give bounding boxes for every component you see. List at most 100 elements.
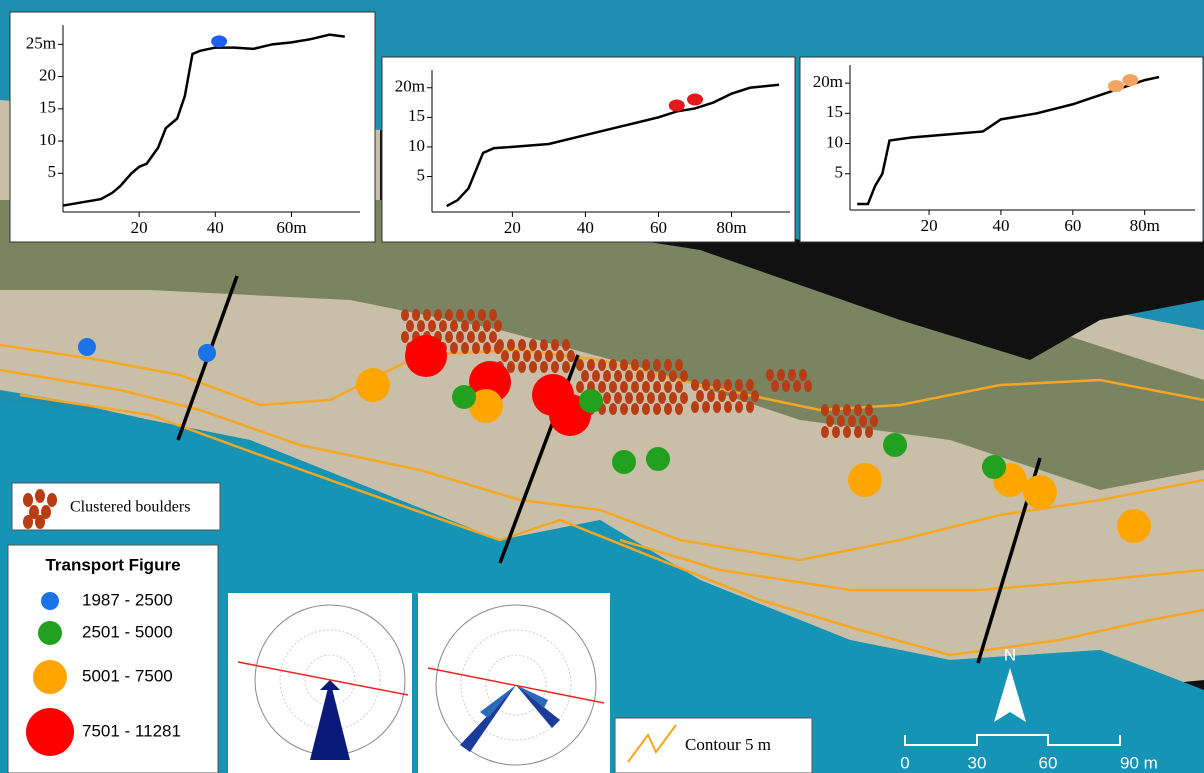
boulder-legend-label: Clustered boulders bbox=[70, 499, 190, 516]
boulder bbox=[625, 392, 633, 404]
boulder bbox=[461, 342, 469, 354]
y-tick-label: 10 bbox=[408, 136, 425, 155]
boulder bbox=[434, 309, 442, 321]
boulder bbox=[735, 401, 743, 413]
boulder bbox=[718, 390, 726, 402]
legend-swatch bbox=[38, 621, 62, 645]
boulder bbox=[401, 331, 409, 343]
boulder bbox=[551, 339, 559, 351]
boulder bbox=[832, 404, 840, 416]
boulder bbox=[609, 359, 617, 371]
boulder bbox=[669, 392, 677, 404]
boulder bbox=[631, 381, 639, 393]
boulder bbox=[680, 392, 688, 404]
legend-label: 1987 - 2500 bbox=[82, 590, 173, 609]
y-tick-label: 10 bbox=[826, 132, 843, 151]
boulder bbox=[713, 401, 721, 413]
profile-boulder bbox=[1108, 80, 1124, 92]
boulder bbox=[707, 390, 715, 402]
boulder bbox=[534, 350, 542, 362]
profile-boulder bbox=[1122, 74, 1138, 86]
boulder-marker bbox=[982, 455, 1006, 479]
boulder-marker bbox=[612, 450, 636, 474]
boulder bbox=[523, 350, 531, 362]
boulder bbox=[496, 339, 504, 351]
boulder bbox=[483, 320, 491, 332]
boulder bbox=[865, 426, 873, 438]
boulder bbox=[642, 359, 650, 371]
boulder bbox=[478, 309, 486, 321]
boulder bbox=[848, 415, 856, 427]
boulder bbox=[746, 401, 754, 413]
boulder bbox=[489, 309, 497, 321]
boulder bbox=[614, 392, 622, 404]
x-tick-label: 60 bbox=[1064, 216, 1081, 235]
boulder bbox=[729, 390, 737, 402]
boulder bbox=[467, 309, 475, 321]
y-tick-label: 10 bbox=[39, 130, 56, 149]
boulder bbox=[664, 359, 672, 371]
boulder bbox=[804, 380, 812, 392]
boulder bbox=[647, 392, 655, 404]
x-tick-label: 40 bbox=[577, 218, 594, 237]
profile-box bbox=[10, 12, 375, 242]
boulder bbox=[450, 320, 458, 332]
boulder bbox=[620, 403, 628, 415]
boulder-marker bbox=[198, 344, 216, 362]
boulder-marker bbox=[78, 338, 96, 356]
x-tick-label: 40 bbox=[992, 216, 1009, 235]
boulder bbox=[865, 404, 873, 416]
boulder bbox=[766, 369, 774, 381]
profile-box bbox=[800, 57, 1203, 242]
boulder bbox=[518, 361, 526, 373]
y-tick-label: 15 bbox=[408, 106, 425, 125]
boulder bbox=[843, 404, 851, 416]
boulder-marker bbox=[1023, 475, 1057, 509]
boulder bbox=[696, 390, 704, 402]
legend-label: 5001 - 7500 bbox=[82, 666, 173, 685]
boulder bbox=[675, 359, 683, 371]
contour-legend-label: Contour 5 m bbox=[685, 735, 771, 754]
boulder-marker bbox=[452, 385, 476, 409]
boulder bbox=[540, 339, 548, 351]
legend-swatch bbox=[41, 592, 59, 610]
x-tick-label: 20 bbox=[504, 218, 521, 237]
boulder bbox=[713, 379, 721, 391]
legend-title: Transport Figure bbox=[45, 555, 180, 574]
boulder bbox=[428, 320, 436, 332]
y-tick-label: 20 bbox=[39, 65, 56, 84]
boulder bbox=[746, 379, 754, 391]
boulder bbox=[609, 403, 617, 415]
boulder-marker bbox=[356, 368, 390, 402]
x-tick-label: 20 bbox=[131, 218, 148, 237]
boulder bbox=[450, 342, 458, 354]
boulder bbox=[826, 415, 834, 427]
boulder bbox=[598, 359, 606, 371]
boulder bbox=[598, 381, 606, 393]
boulder bbox=[609, 381, 617, 393]
rose-diagram bbox=[418, 593, 610, 773]
boulder bbox=[740, 390, 748, 402]
boulder bbox=[576, 381, 584, 393]
boulder bbox=[417, 320, 425, 332]
boulder bbox=[562, 339, 570, 351]
boulder bbox=[576, 359, 584, 371]
boulder-marker bbox=[579, 389, 603, 413]
boulder bbox=[777, 369, 785, 381]
boulder bbox=[675, 381, 683, 393]
boulder bbox=[489, 331, 497, 343]
boulder bbox=[507, 361, 515, 373]
boulder bbox=[702, 401, 710, 413]
x-tick-label: 60 bbox=[650, 218, 667, 237]
boulder bbox=[664, 381, 672, 393]
boulder bbox=[472, 342, 480, 354]
scale-label: 60 bbox=[1039, 753, 1058, 772]
profile-boulder bbox=[669, 99, 685, 111]
boulder bbox=[669, 370, 677, 382]
boulder-swatch bbox=[35, 515, 45, 529]
scale-label: 0 bbox=[900, 753, 909, 772]
boulder bbox=[456, 309, 464, 321]
boulder bbox=[620, 381, 628, 393]
boulder bbox=[562, 361, 570, 373]
north-label: N bbox=[1004, 645, 1016, 664]
